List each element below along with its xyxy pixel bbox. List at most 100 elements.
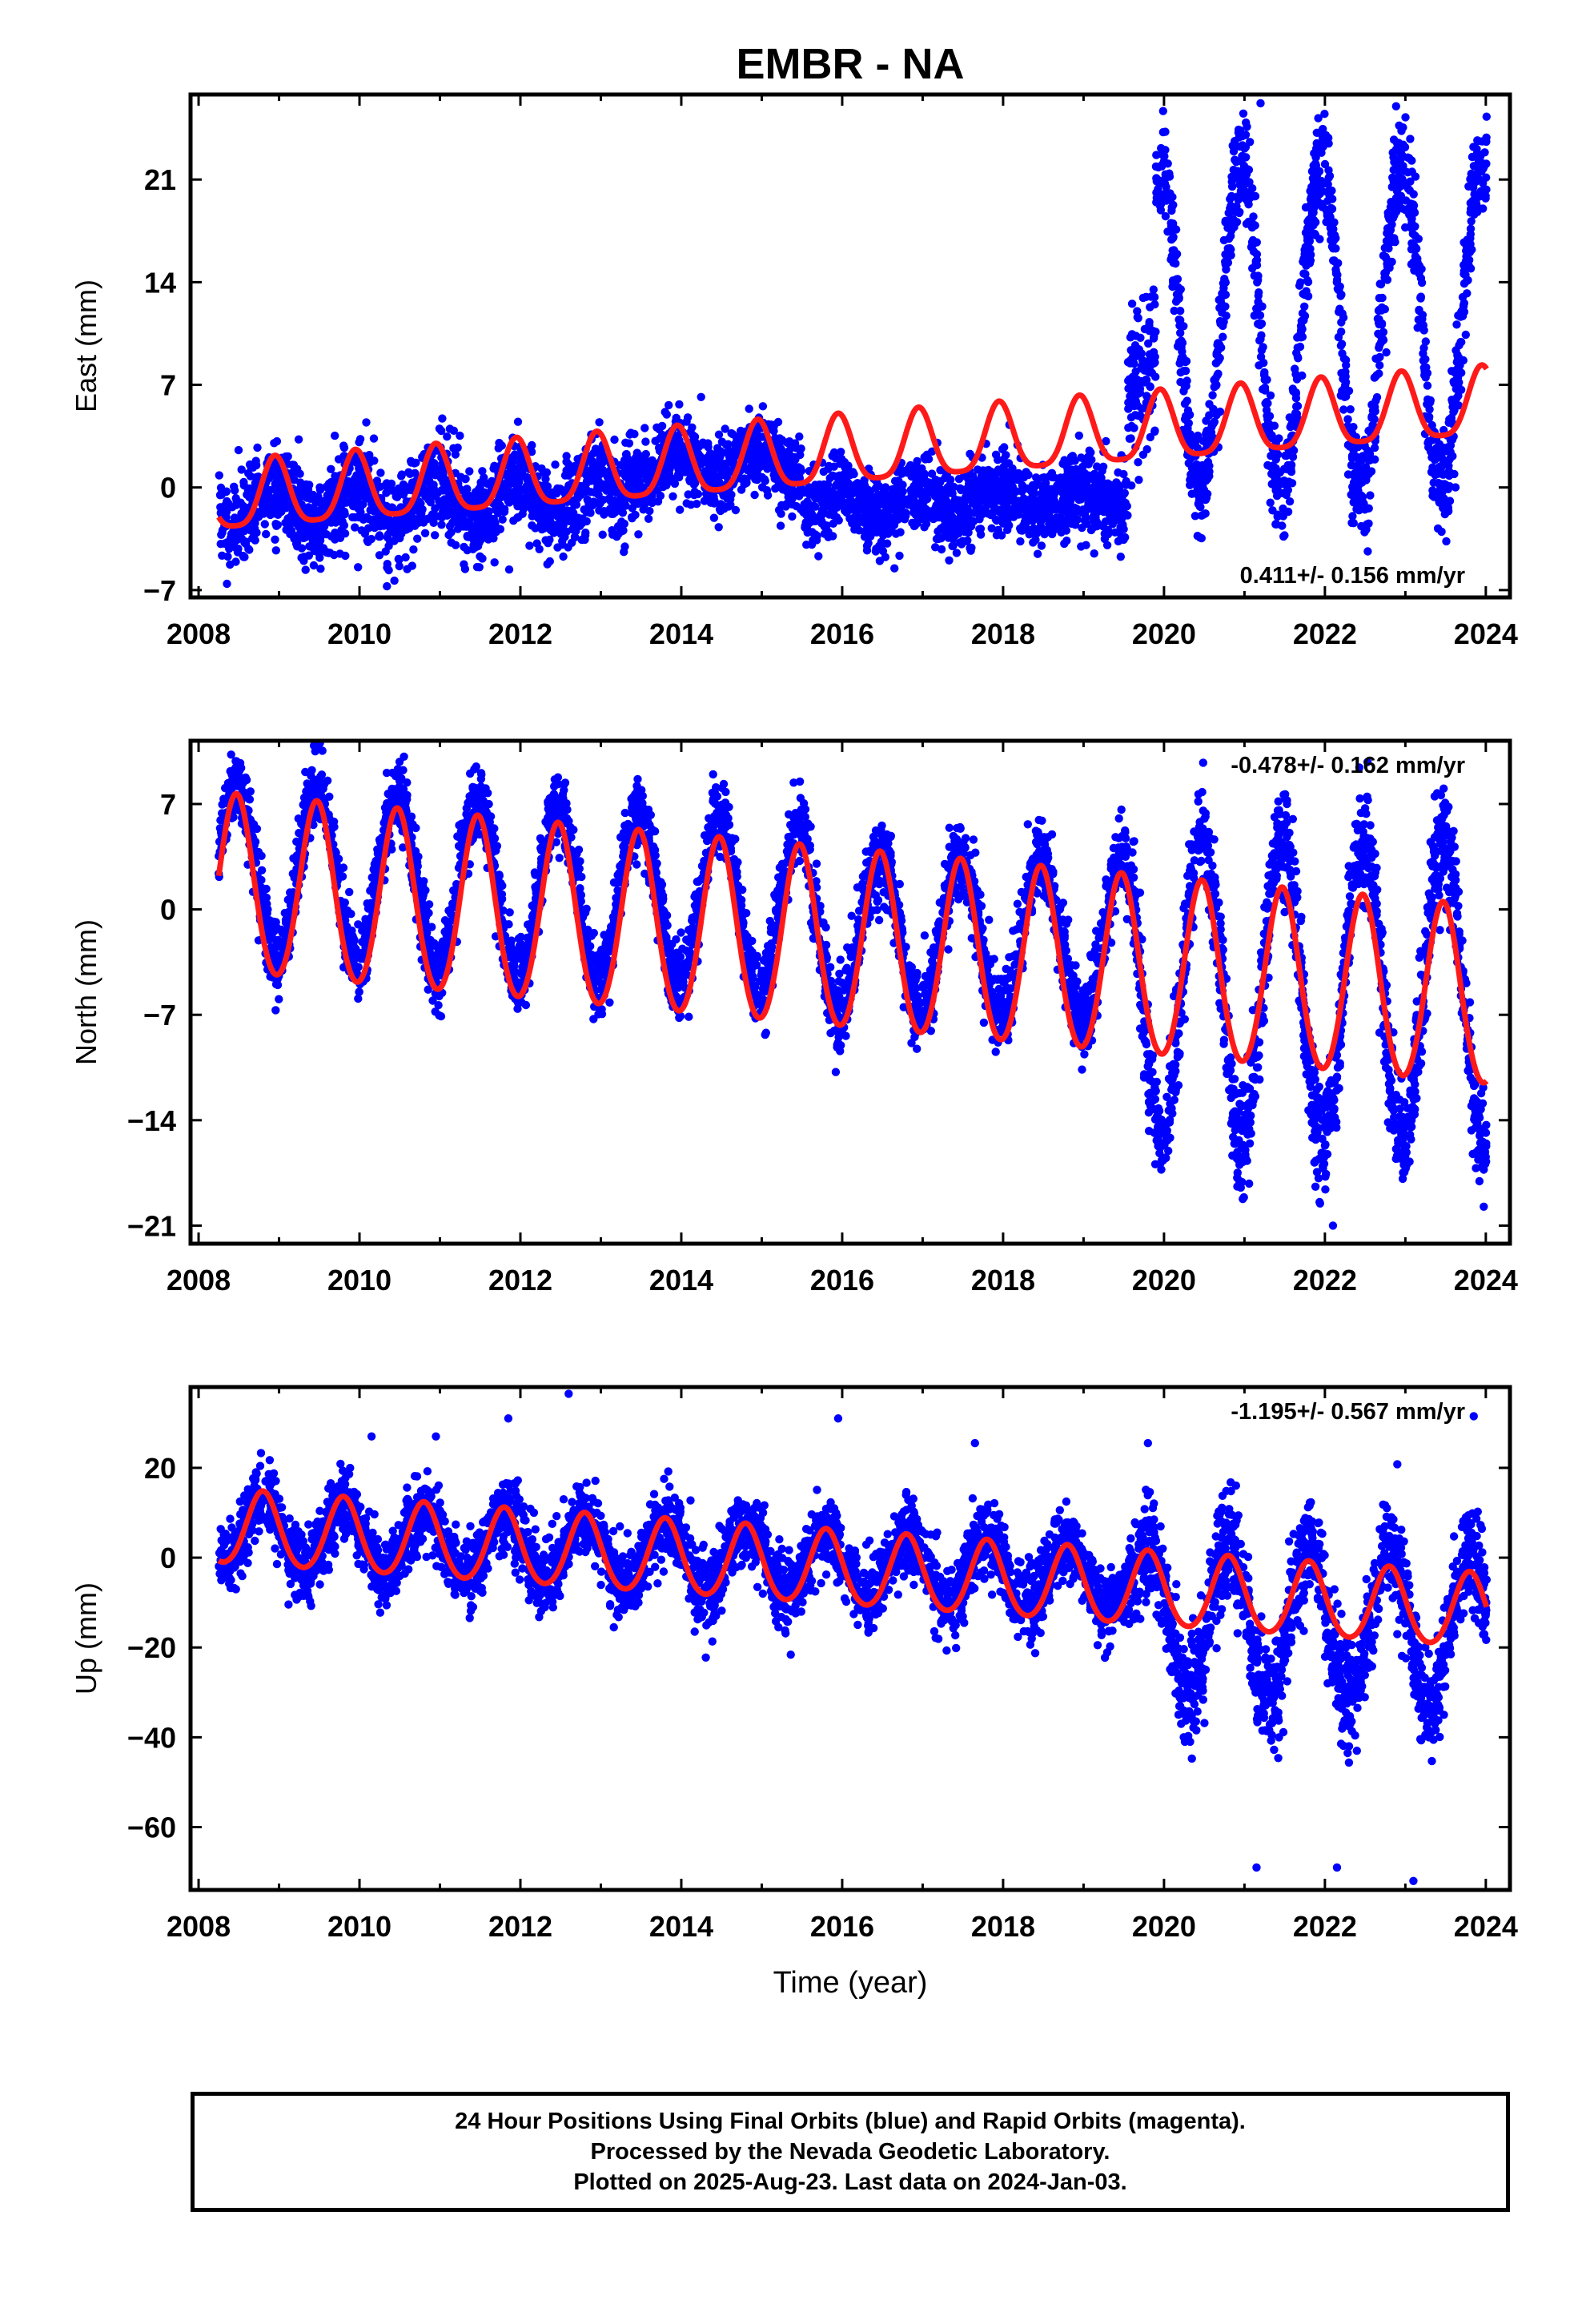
data-point (1222, 265, 1231, 274)
data-point (593, 460, 603, 469)
data-point (782, 499, 792, 509)
data-point (1467, 180, 1476, 190)
data-point (287, 468, 296, 477)
data-point (1445, 482, 1455, 491)
data-point (681, 468, 689, 476)
data-point (1215, 316, 1225, 326)
data-point (1106, 484, 1114, 493)
data-point (1123, 358, 1133, 367)
data-point (833, 500, 842, 509)
data-point (1132, 400, 1141, 409)
data-point (1370, 444, 1379, 452)
data-point (708, 472, 717, 480)
data-point (472, 562, 482, 572)
data-point (1119, 525, 1128, 533)
data-point (873, 507, 882, 517)
data-point (370, 456, 379, 465)
data-point (1086, 448, 1095, 457)
data-point (246, 525, 255, 535)
data-point (881, 483, 890, 492)
data-point (1208, 391, 1217, 400)
data-point (409, 545, 418, 554)
data-point (1329, 244, 1338, 253)
data-point (429, 518, 438, 527)
data-point (917, 514, 927, 524)
data-point (608, 502, 617, 512)
data-point (628, 474, 637, 484)
data-point (1060, 456, 1069, 464)
data-point (282, 525, 291, 534)
data-point (1142, 444, 1151, 454)
data-point (788, 494, 797, 503)
data-point (372, 476, 382, 485)
data-point (610, 435, 619, 444)
data-point (879, 525, 888, 534)
data-point (1311, 144, 1321, 153)
data-point (927, 469, 937, 478)
data-point (1264, 425, 1274, 434)
data-point (1324, 166, 1333, 175)
data-point (1409, 201, 1419, 210)
data-point (1469, 143, 1478, 151)
data-point (986, 480, 995, 489)
data-point (1291, 389, 1300, 399)
data-point (620, 519, 628, 529)
data-point (999, 462, 1009, 471)
data-point (309, 561, 319, 570)
data-point (1134, 476, 1143, 485)
data-point (307, 542, 315, 551)
data-point (994, 456, 1002, 464)
data-point (336, 498, 346, 507)
data-point (290, 476, 299, 485)
data-point (596, 499, 604, 508)
data-point (522, 472, 531, 481)
data-point (1227, 201, 1235, 211)
data-point (615, 506, 624, 515)
data-point (1276, 479, 1285, 488)
data-point (382, 489, 391, 497)
data-point (1145, 327, 1154, 336)
data-point (273, 521, 282, 529)
data-point (1308, 174, 1318, 183)
data-point (437, 426, 446, 436)
data-point (545, 557, 554, 566)
data-point (540, 484, 549, 493)
data-point (897, 507, 907, 517)
data-point (837, 454, 846, 464)
data-point (740, 480, 749, 489)
data-point (395, 561, 404, 571)
data-point (819, 467, 828, 476)
data-point (531, 498, 540, 507)
data-point (1170, 306, 1178, 316)
data-point (1378, 293, 1387, 303)
data-point (1091, 513, 1100, 521)
data-point (1467, 169, 1476, 179)
data-point (245, 493, 254, 502)
data-point (730, 440, 740, 449)
data-point (1327, 203, 1336, 213)
data-point (1406, 135, 1415, 143)
data-point (763, 491, 773, 500)
data-point (1460, 260, 1468, 270)
data-point (556, 529, 565, 539)
data-point (769, 420, 777, 429)
data-point (1419, 320, 1428, 330)
data-point (1281, 451, 1290, 460)
data-point (696, 458, 705, 468)
data-point (659, 482, 668, 492)
data-point (686, 428, 695, 436)
data-point (753, 427, 761, 436)
data-point (1288, 452, 1298, 461)
data-point (592, 485, 602, 493)
data-point (559, 521, 568, 530)
data-point (452, 511, 460, 520)
data-point (845, 505, 855, 514)
data-point (443, 432, 452, 441)
data-point (626, 428, 636, 437)
data-point (802, 541, 811, 549)
data-point (381, 547, 390, 556)
data-point (582, 508, 591, 517)
data-point (582, 517, 591, 526)
data-point (829, 511, 838, 520)
data-point (1124, 404, 1133, 413)
